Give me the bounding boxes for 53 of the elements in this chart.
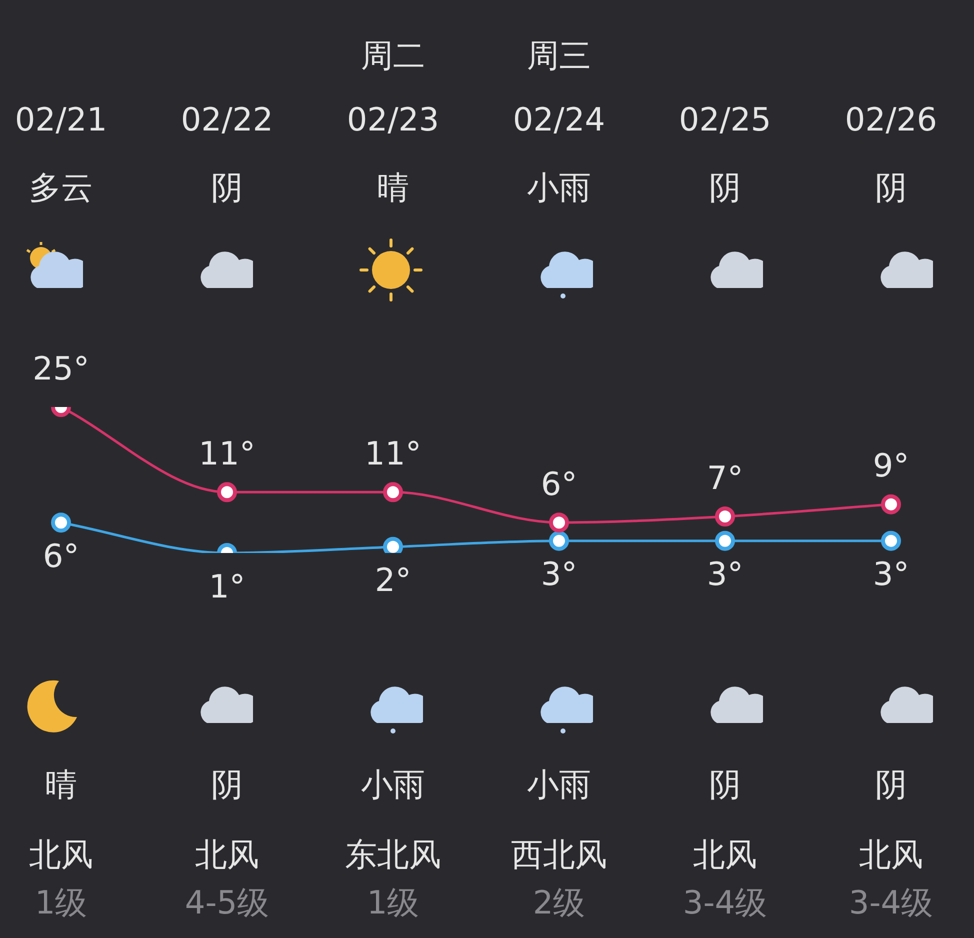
text: 晴 (45, 765, 77, 804)
x-tick-label: 02/22 (180, 100, 274, 138)
text: 北风 (29, 835, 93, 874)
data-label: 9° (872, 446, 910, 485)
point (881, 530, 901, 551)
point (715, 530, 735, 551)
x-tick-label: 02/26 (844, 100, 938, 138)
text: 多云 (29, 168, 93, 206)
point (549, 530, 569, 551)
text: 周二 (361, 36, 425, 74)
data-label: 6° (540, 464, 578, 503)
point (549, 512, 569, 533)
data-label: 2° (374, 561, 412, 600)
x-tick-label: 02/24 (512, 100, 606, 138)
point (383, 482, 403, 502)
text: 东北风 (345, 835, 441, 874)
x-tick-label: 02/21 (14, 100, 108, 138)
text: 北风 (859, 835, 923, 874)
data-label: 3° (706, 555, 744, 594)
x-tick-label: 02/25 (678, 100, 772, 138)
text: 阴 (875, 765, 907, 804)
text: 小雨 (527, 168, 591, 206)
text: 阴 (709, 168, 741, 206)
text: 小雨 (361, 765, 425, 804)
data-label: 11° (198, 434, 256, 472)
text: 1级 (366, 883, 420, 922)
text: 晴 (377, 168, 409, 206)
point (881, 494, 901, 514)
point (51, 512, 71, 533)
text: 阴 (211, 168, 243, 206)
text: 小雨 (527, 765, 591, 804)
text: 阴 (875, 168, 907, 206)
point (217, 482, 237, 502)
text: 1级 (34, 883, 88, 922)
data-label: 11° (364, 434, 422, 472)
text: 3-4级 (682, 883, 768, 922)
data-label: 3° (540, 555, 578, 594)
text: 阴 (709, 765, 741, 804)
x-tick-label: 02/23 (346, 100, 440, 138)
data-label: 25° (32, 349, 90, 388)
data-label: 7° (706, 458, 744, 497)
text: 4-5级 (184, 883, 270, 922)
text: 北风 (195, 835, 259, 874)
text: 3-4级 (848, 883, 934, 922)
data-label: 3° (872, 555, 910, 594)
text: 阴 (211, 765, 243, 804)
point (715, 506, 735, 526)
text: 周三 (527, 36, 591, 74)
text: 西北风 (511, 835, 607, 874)
text: 北风 (693, 835, 757, 874)
data-label: 6° (42, 536, 80, 575)
text: 2级 (532, 883, 586, 922)
data-label: 1° (208, 567, 246, 606)
